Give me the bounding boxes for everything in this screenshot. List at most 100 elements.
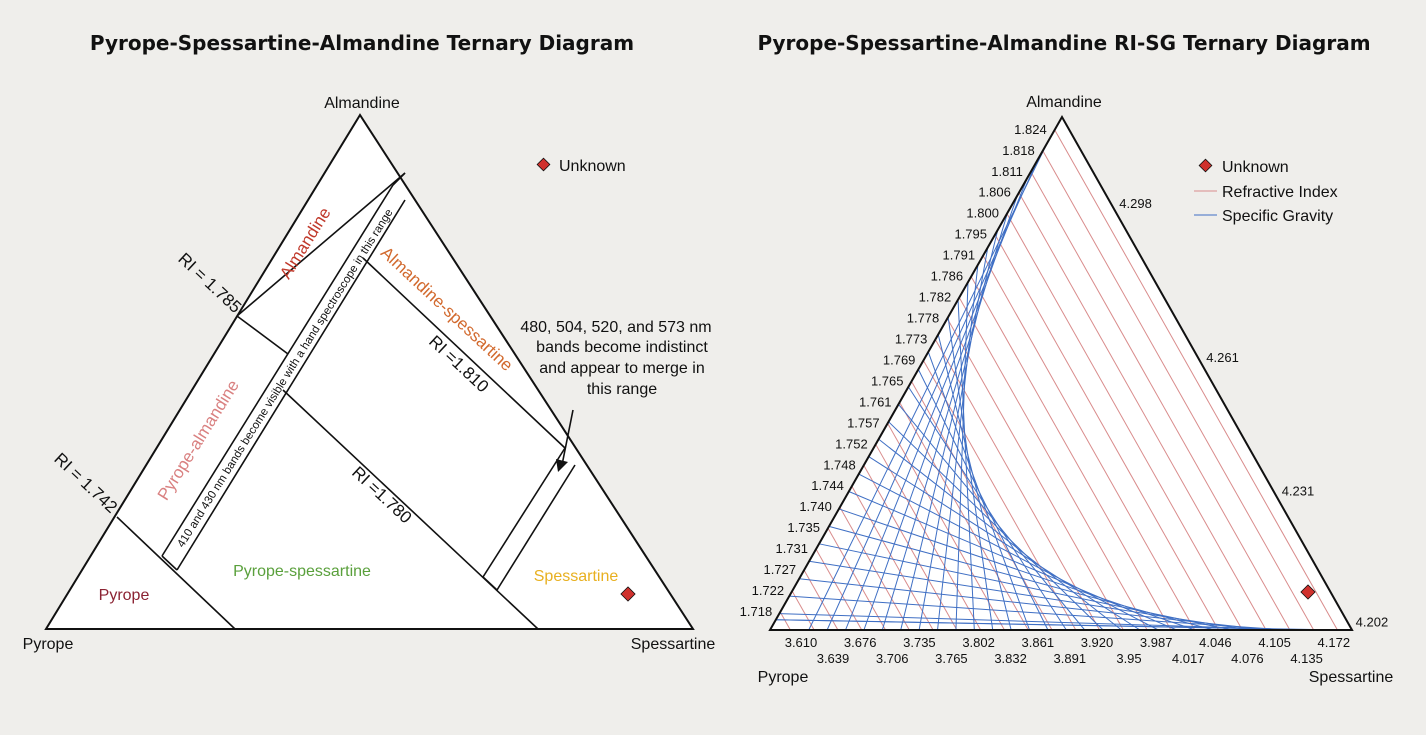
ri-tick-label: 1.778 [907,311,940,326]
ri-line [779,611,791,631]
ri-line [1042,150,1315,631]
sg-bottom-tick-label: 3.920 [1081,635,1114,650]
ri-line [875,444,982,631]
sg-bottom-tick-label: 3.639 [817,651,850,666]
sg-bottom-tick-label: 3.735 [903,635,936,650]
band-bottom-cap [161,555,178,571]
sg-line-group [775,142,1343,631]
ri-line [1054,129,1338,631]
ri-tick-label: 1.773 [895,331,928,346]
sg-line [799,578,1269,631]
right-triangle-fill [770,117,1352,630]
ri-1785-boundary-lower [236,315,289,355]
left-ternary-diagram: Pyrope-Spessartine-Almandine Ternary Dia… [23,31,716,653]
right-diagram-title: Pyrope-Spessartine-Almandine RI-SG Terna… [757,31,1370,55]
sg-bottom-tick-label: 3.802 [962,635,995,650]
ri-tick-label: 1.769 [883,352,916,367]
ri-line [946,318,1124,631]
ri-tick-label: 1.748 [823,457,856,472]
sg-right-tick-label: 4.231 [1282,483,1315,498]
left-vertex-spessartine: Spessartine [631,636,716,653]
ri-line-group [779,129,1338,631]
sg-line [863,194,1019,631]
ri-tick-label: 1.806 [978,185,1011,200]
ri-tick-label: 1.761 [859,394,892,409]
right-vertex-almandine: Almandine [1026,94,1102,111]
spessartine-strip-left [482,447,566,578]
band-left-edge [161,184,394,557]
ri-line [922,360,1077,631]
sg-line [900,229,999,631]
ri-tick-label: 1.718 [740,604,773,619]
sg-line [809,560,1251,631]
left-diagram-title: Pyrope-Spessartine-Almandine Ternary Dia… [90,31,634,55]
ri-line [1006,213,1243,631]
ri-1810-line [362,257,566,449]
left-vertex-almandine: Almandine [324,95,400,112]
left-vertex-pyrope: Pyrope [23,636,74,653]
left-legend-unknown-marker [536,157,551,172]
ri-tick-label: 1.735 [787,520,820,535]
ri-tick-label: 1.727 [764,562,797,577]
right-vertex-spessartine: Spessartine [1309,669,1394,686]
band-top-cap [392,172,406,186]
ri-line [970,276,1172,631]
ri-line [1030,171,1291,631]
sg-bottom-tick-label: 4.135 [1290,651,1323,666]
ri-tick-label: 1.752 [835,436,868,451]
left-legend-unknown-label: Unknown [559,158,626,175]
sg-bottom-tick-label: 3.706 [876,651,909,666]
sg-bottom-tick-label: 4.076 [1231,651,1264,666]
ri-tick-label: 1.818 [1002,143,1035,158]
right-legend-sg-label: Specific Gravity [1222,208,1333,225]
sg-bottom-tick-label: 3.765 [935,651,968,666]
sg-line [789,595,1288,631]
ri-tick-label: 1.786 [931,269,964,284]
ri-line [887,423,1005,631]
annotation-line-2: bands become indistinct [536,339,708,356]
ri-tick-label: 1.744 [811,478,844,493]
sg-line [818,543,1233,631]
right-legend-unknown-marker [1198,158,1213,173]
ri-1785-line [236,172,406,317]
spessartine-strip-right [496,464,576,591]
ri-tick-label: 1.791 [943,248,976,263]
ri-line [839,506,910,631]
annotation-arrowhead [556,459,568,472]
ri-1742-label: RI = 1.742 [50,449,121,517]
sg-bottom-tick-label: 4.172 [1318,635,1351,650]
ri-line [994,234,1219,631]
sg-bottom-tick-label: 4.017 [1172,651,1205,666]
ri-tick-label: 1.740 [799,499,832,514]
sg-bottom-tick-label: 3.610 [785,635,818,650]
ri-tick-label: 1.795 [954,227,987,242]
zone-label-spessartine: Spessartine [534,568,619,585]
ri-tick-label: 1.824 [1014,122,1047,137]
annotation-text: 480, 504, 520, and 573 nm bands become i… [520,319,711,398]
right-triangle-outline [768,114,1354,631]
ri-line [863,465,958,631]
ri-line [982,255,1196,631]
sg-right-tick-labels: 4.298 4.261 4.231 4.202 [1119,196,1388,629]
annotation-line-4: this range [587,381,657,398]
ri-line [815,548,863,631]
sg-right-tick-label: 4.298 [1119,196,1152,211]
spessartine-strip-cap [482,576,498,591]
sg-bottom-tick-label: 4.046 [1199,635,1232,650]
right-ternary-diagram: Pyrope-Spessartine-Almandine RI-SG Terna… [740,31,1394,686]
ri-line [791,590,815,631]
left-unknown-marker [620,586,636,602]
sg-bottom-tick-labels: 3.610 3.676 3.735 3.802 3.861 3.920 3.987 4.046… [785,635,1350,666]
sg-line [917,369,1049,631]
right-unknown-marker [1300,584,1316,600]
ri-1742-line [116,516,236,630]
sg-bottom-tick-label: 3.891 [1054,651,1087,666]
ri-tick-label: 1.811 [991,164,1023,179]
sg-bottom-tick-label: 3.95 [1116,651,1141,666]
sg-line [881,212,1009,631]
ri-line [827,527,886,631]
sg-bottom-tick-label: 3.676 [844,635,877,650]
ri-tick-labels: 1.824 1.818 1.811 1.806 1.800 1.795 1.791 1.786… [740,122,1047,619]
ri-tick-label: 1.731 [775,541,808,556]
